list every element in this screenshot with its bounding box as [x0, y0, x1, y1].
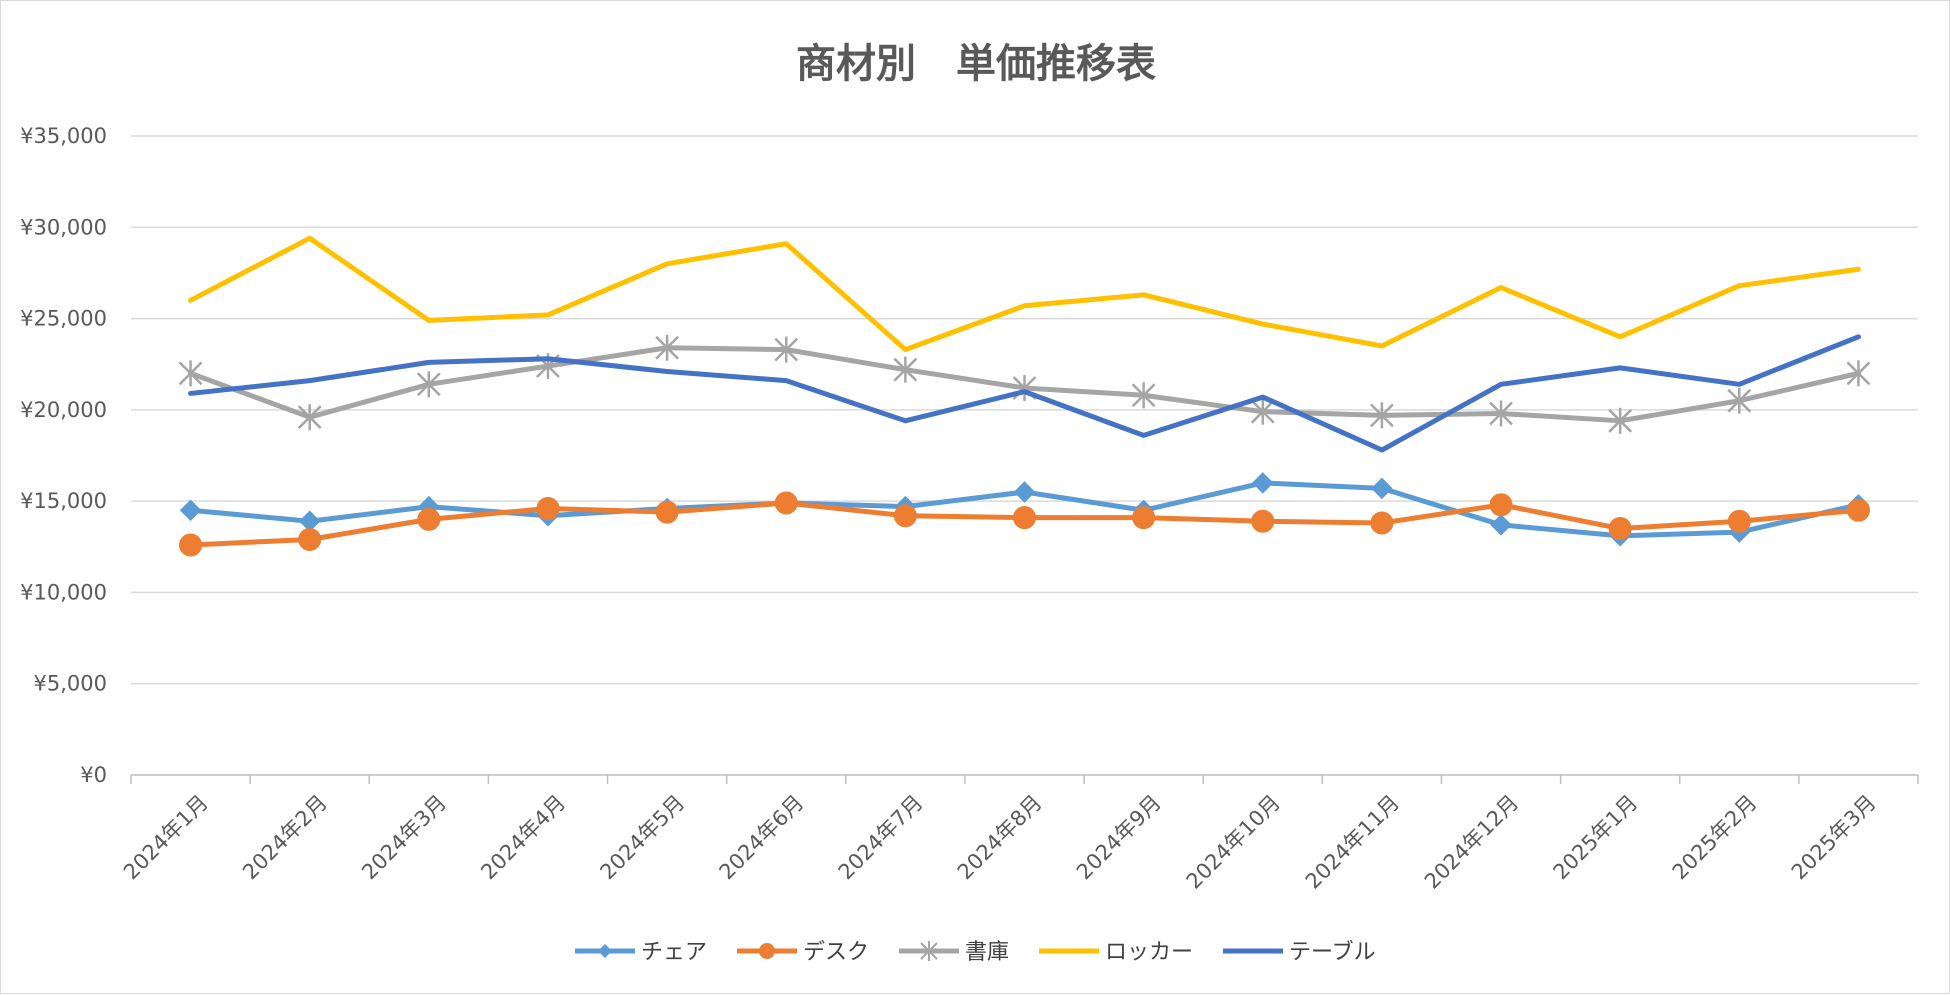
- y-tick-label: ¥35,000: [20, 124, 107, 148]
- x-tick-label: 2025年3月: [1787, 790, 1881, 884]
- data-point: [1370, 402, 1394, 429]
- x-tick-label: 2024年9月: [1072, 790, 1166, 884]
- chart-title: 商材別 単価推移表: [796, 41, 1156, 87]
- data-point: [416, 371, 441, 398]
- data-point: [1371, 477, 1393, 500]
- x-tick-label: 2025年2月: [1668, 790, 1762, 884]
- data-point: [1489, 493, 1513, 517]
- y-tick-label: ¥25,000: [20, 307, 107, 331]
- x-tick-label: 2024年8月: [953, 790, 1047, 884]
- data-point: [298, 527, 322, 551]
- series-5: [188, 334, 1861, 453]
- data-point: [1846, 498, 1870, 522]
- series-lines: [178, 235, 1871, 557]
- gridlines: [131, 135, 1918, 685]
- legend: チェア デスク 書庫 ロッカー テーブル: [575, 940, 1376, 965]
- series-2: [179, 491, 1870, 557]
- x-tick-label: 2024年11月: [1301, 790, 1404, 893]
- series-line: [188, 334, 1861, 453]
- data-point: [1727, 387, 1752, 414]
- y-tick-label: ¥5,000: [34, 672, 107, 696]
- data-point: [1727, 509, 1751, 533]
- data-point: [1251, 509, 1275, 533]
- legend-item-4: ロッカー: [1039, 940, 1193, 965]
- data-point: [1132, 506, 1156, 530]
- data-point: [1252, 472, 1274, 494]
- legend-item-2: デスク: [737, 940, 869, 965]
- x-tick-label: 2024年3月: [357, 790, 451, 884]
- data-point: [1608, 517, 1632, 541]
- x-axis: 2024年1月 2024年2月 2024年3月 2024年4月 2024年5月 2024年…: [119, 774, 1919, 894]
- data-point: [1250, 398, 1275, 425]
- data-point: [1846, 360, 1871, 387]
- y-tick-label: ¥0: [80, 763, 107, 787]
- data-point: [417, 507, 441, 531]
- legend-item-1: チェア: [575, 940, 707, 965]
- legend-label: チェア: [641, 940, 707, 965]
- y-axis: ¥0 ¥5,000 ¥10,000 ¥15,000 ¥20,000 ¥25,000 ¥30,…: [20, 124, 107, 787]
- data-point: [536, 496, 560, 520]
- data-point: [774, 336, 799, 363]
- data-point: [1608, 407, 1633, 434]
- y-tick-label: ¥20,000: [20, 398, 107, 422]
- data-point: [655, 334, 679, 361]
- x-tick-label: 2024年6月: [715, 790, 809, 884]
- legend-marker: [759, 943, 775, 959]
- legend-item-5: テーブル: [1223, 940, 1376, 965]
- x-tick-label: 2024年10月: [1182, 790, 1285, 893]
- legend-item-3: 書庫: [899, 940, 1009, 965]
- data-point: [179, 533, 203, 557]
- legend-label: 書庫: [965, 940, 1009, 965]
- data-point: [1013, 481, 1036, 503]
- data-point: [1013, 506, 1036, 530]
- legend-label: テーブル: [1289, 940, 1376, 965]
- legend-label: デスク: [803, 940, 869, 965]
- data-point: [1489, 400, 1513, 427]
- legend-label: ロッカー: [1105, 940, 1193, 965]
- data-point: [893, 504, 917, 528]
- y-tick-label: ¥15,000: [20, 489, 107, 513]
- x-tick-label: 2024年4月: [476, 790, 570, 884]
- data-point: [655, 500, 679, 524]
- x-tick-label: 2024年5月: [595, 790, 689, 884]
- series-3: [178, 334, 1871, 434]
- series-4: [188, 235, 1861, 353]
- x-tick-label: 2024年12月: [1420, 790, 1523, 893]
- y-tick-label: ¥30,000: [20, 215, 107, 239]
- legend-marker: [598, 944, 612, 958]
- data-point: [1131, 382, 1156, 409]
- x-tick-label: 2024年1月: [119, 790, 213, 884]
- data-point: [178, 360, 203, 387]
- data-point: [1490, 514, 1512, 536]
- x-tick-label: 2025年1月: [1549, 790, 1643, 884]
- x-tick-label: 2024年2月: [238, 790, 332, 884]
- data-point: [297, 404, 322, 431]
- y-tick-label: ¥10,000: [20, 580, 107, 604]
- x-tick-label: 2024年7月: [834, 790, 928, 884]
- legend-marker: [920, 941, 938, 961]
- data-point: [893, 356, 918, 383]
- data-point: [179, 499, 202, 521]
- series-line: [188, 235, 1861, 353]
- data-point: [774, 491, 798, 515]
- data-point: [1370, 511, 1394, 535]
